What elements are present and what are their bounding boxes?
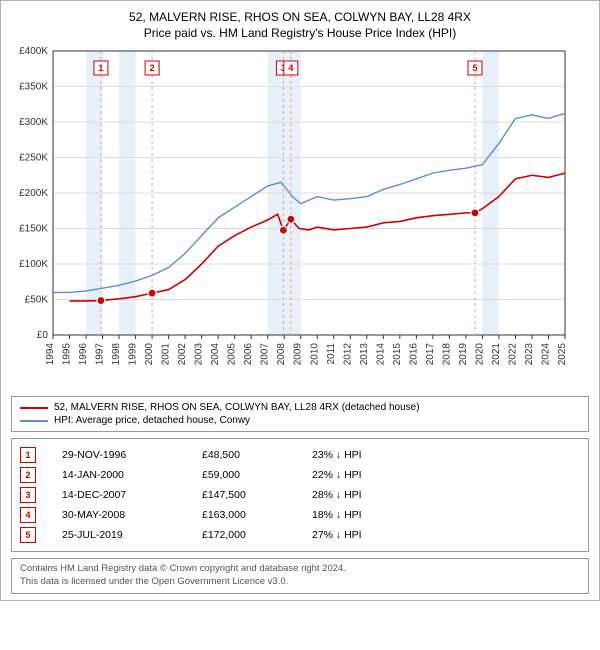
event-row: 3 14-DEC-2007£147,50028% ↓ HPI (20, 485, 580, 505)
svg-text:2017: 2017 (425, 343, 436, 366)
svg-text:2000: 2000 (144, 343, 155, 366)
event-date: 14-DEC-2007 (62, 489, 202, 501)
event-delta: 27% ↓ HPI (312, 529, 362, 541)
event-badge: 2 (20, 467, 36, 483)
event-date: 30-MAY-2008 (62, 509, 202, 521)
svg-text:2005: 2005 (227, 343, 238, 366)
chart-area: £0 £50K £100K £150K £200K £250K £300K £350K £400… (11, 45, 589, 390)
svg-text:£0: £0 (37, 330, 49, 341)
event-row: 4 30-MAY-2008£163,00018% ↓ HPI (20, 505, 580, 525)
svg-text:2016: 2016 (408, 343, 419, 366)
svg-text:4: 4 (288, 63, 293, 73)
legend-row: HPI: Average price, detached house, Conw… (20, 414, 580, 427)
event-delta: 22% ↓ HPI (312, 469, 362, 481)
svg-text:1994: 1994 (45, 343, 56, 366)
footer-box: Contains HM Land Registry data © Crown c… (11, 558, 589, 594)
svg-text:2006: 2006 (243, 343, 254, 366)
event-date: 14-JAN-2000 (62, 469, 202, 481)
svg-text:1998: 1998 (111, 343, 122, 366)
svg-text:2020: 2020 (474, 343, 485, 366)
svg-text:2010: 2010 (309, 343, 320, 366)
line-chart-svg: £0 £50K £100K £150K £200K £250K £300K £350K £400… (11, 45, 571, 385)
event-delta: 18% ↓ HPI (312, 509, 362, 521)
svg-text:2014: 2014 (375, 343, 386, 366)
event-date: 25-JUL-2019 (62, 529, 202, 541)
svg-text:1999: 1999 (128, 343, 139, 366)
svg-text:2002: 2002 (177, 343, 188, 366)
svg-text:2023: 2023 (524, 343, 535, 366)
legend-label: HPI: Average price, detached house, Conw… (54, 415, 250, 426)
svg-text:2013: 2013 (359, 343, 370, 366)
title-line-1: 52, MALVERN RISE, RHOS ON SEA, COLWYN BA… (11, 9, 589, 25)
svg-text:£250K: £250K (19, 153, 48, 164)
event-price: £172,000 (202, 529, 312, 541)
legend-row: 52, MALVERN RISE, RHOS ON SEA, COLWYN BA… (20, 401, 580, 414)
svg-text:2015: 2015 (392, 343, 403, 366)
event-delta: 28% ↓ HPI (312, 489, 362, 501)
event-badge: 5 (20, 527, 36, 543)
event-price: £48,500 (202, 449, 312, 461)
svg-text:£350K: £350K (19, 82, 48, 93)
event-badge: 1 (20, 447, 36, 463)
event-price: £163,000 (202, 509, 312, 521)
event-price: £147,500 (202, 489, 312, 501)
svg-text:2008: 2008 (276, 343, 287, 366)
event-date: 29-NOV-1996 (62, 449, 202, 461)
svg-text:1995: 1995 (62, 343, 73, 366)
event-row: 2 14-JAN-2000£59,00022% ↓ HPI (20, 465, 580, 485)
legend-swatch (20, 407, 48, 409)
svg-text:2022: 2022 (507, 343, 518, 366)
footer-line-1: Contains HM Land Registry data © Crown c… (20, 563, 580, 576)
event-row: 1 29-NOV-1996£48,50023% ↓ HPI (20, 445, 580, 465)
svg-text:£400K: £400K (19, 46, 48, 57)
event-row: 5 25-JUL-2019£172,00027% ↓ HPI (20, 525, 580, 545)
svg-text:£200K: £200K (19, 188, 48, 199)
event-badge: 4 (20, 507, 36, 523)
events-table: 1 29-NOV-1996£48,50023% ↓ HPI 2 14-JAN-2000… (11, 438, 589, 552)
svg-text:2009: 2009 (293, 343, 304, 366)
svg-text:2019: 2019 (458, 343, 469, 366)
svg-text:£300K: £300K (19, 117, 48, 128)
svg-text:2011: 2011 (326, 343, 337, 365)
svg-text:2025: 2025 (557, 343, 568, 366)
svg-text:2018: 2018 (441, 343, 452, 366)
svg-text:2004: 2004 (210, 343, 221, 366)
svg-text:1: 1 (98, 63, 103, 73)
svg-text:£150K: £150K (19, 224, 48, 235)
footer-line-2: This data is licensed under the Open Gov… (20, 576, 580, 589)
event-price: £59,000 (202, 469, 312, 481)
svg-text:2021: 2021 (491, 343, 502, 366)
event-delta: 23% ↓ HPI (312, 449, 362, 461)
title-line-2: Price paid vs. HM Land Registry's House … (11, 25, 589, 41)
svg-text:2001: 2001 (161, 343, 172, 366)
svg-text:1996: 1996 (78, 343, 89, 366)
legend-label: 52, MALVERN RISE, RHOS ON SEA, COLWYN BA… (54, 402, 420, 413)
event-badge: 3 (20, 487, 36, 503)
svg-text:5: 5 (472, 63, 477, 73)
legend-swatch (20, 420, 48, 422)
svg-text:2024: 2024 (540, 343, 551, 366)
chart-container: 52, MALVERN RISE, RHOS ON SEA, COLWYN BA… (0, 0, 600, 601)
svg-text:2012: 2012 (342, 343, 353, 366)
legend-box: 52, MALVERN RISE, RHOS ON SEA, COLWYN BA… (11, 396, 589, 432)
svg-text:£100K: £100K (19, 259, 48, 270)
svg-text:1997: 1997 (95, 343, 106, 366)
svg-text:2007: 2007 (260, 343, 271, 366)
svg-text:£50K: £50K (25, 295, 49, 306)
svg-text:2003: 2003 (194, 343, 205, 366)
svg-text:2: 2 (150, 63, 155, 73)
